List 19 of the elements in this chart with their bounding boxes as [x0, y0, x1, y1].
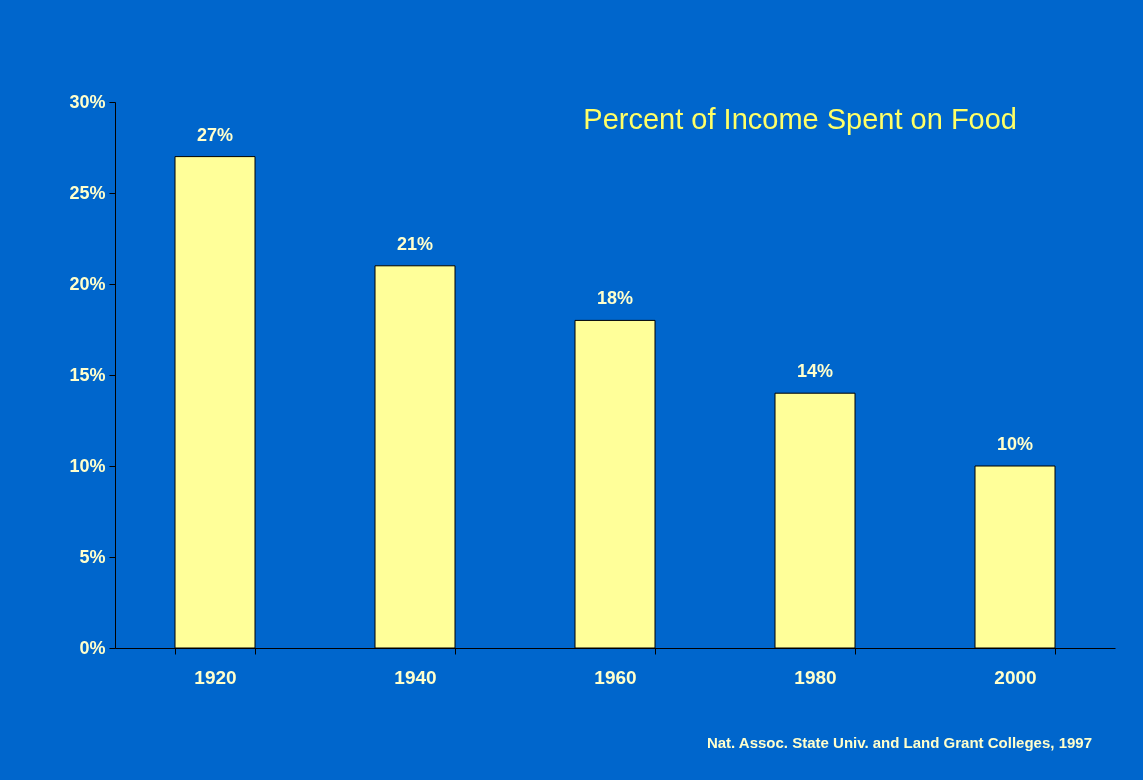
x-tick-label: 1960 [594, 666, 637, 688]
y-tick-label: 10% [69, 455, 106, 476]
x-tick-label: 1980 [794, 666, 837, 688]
y-tick-label: 20% [69, 273, 106, 294]
x-tick-label: 1920 [194, 666, 237, 688]
data-label: 18% [596, 288, 634, 309]
x-tick-label: 1940 [394, 666, 437, 688]
chart-title: Percent of Income Spent on Food [583, 103, 1017, 135]
y-tick-label: 5% [79, 546, 106, 567]
y-tick-label: 0% [79, 637, 106, 658]
y-tick-label: 25% [69, 182, 106, 203]
data-label: 14% [796, 361, 834, 382]
y-tick-label: 30% [69, 91, 106, 112]
text: Nat. Assoc. State Univ. and Land Grant Colleges, 1997 [706, 734, 1092, 751]
data-label: 27% [196, 124, 234, 145]
data-label: 10% [996, 434, 1034, 454]
y-tick-label: 15% [69, 364, 106, 385]
data-label: 21% [396, 233, 434, 254]
x-tick-label: 2000 [994, 666, 1037, 688]
